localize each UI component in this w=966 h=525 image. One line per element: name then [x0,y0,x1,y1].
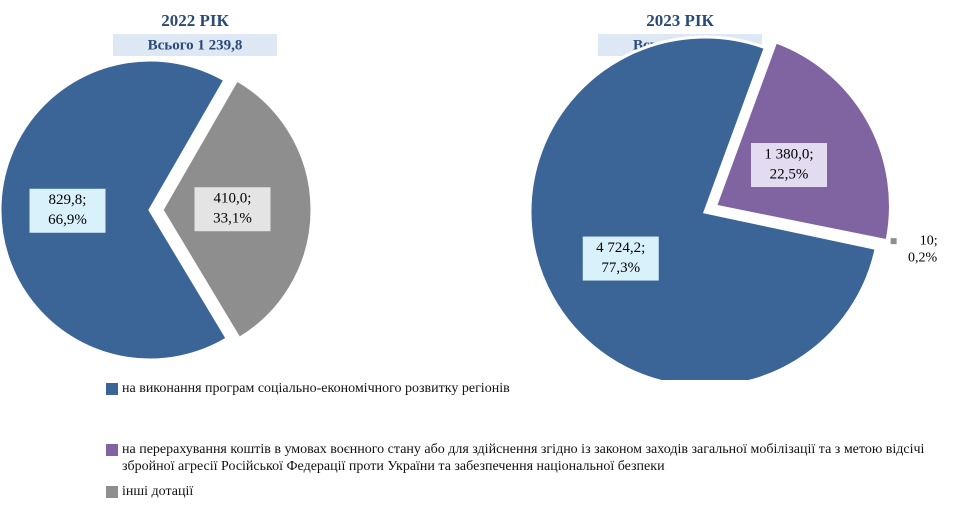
label-marker [890,238,897,245]
legend-label: на виконання програм соціально-економічн… [122,381,510,396]
label-box [582,236,659,281]
pie-slice [716,212,891,253]
legend-swatch [106,486,118,498]
legend-swatch [106,444,118,456]
legend-label: на перерахування коштів в умовах воєнног… [122,442,925,474]
legend: на виконання програм соціально-економічн… [106,380,956,500]
data-label-percent: 22,5% [770,166,809,182]
chart-title: 2022 РІК [161,11,229,30]
legend-item: інші дотації [106,483,956,500]
legend-item: на виконання програм соціально-економічн… [106,380,956,397]
label-box [29,188,106,233]
data-label-percent: 33,1% [213,211,252,227]
data-label: 4 724,2; [596,240,645,256]
chart-subtitle: Всього 1 239,8 [148,37,243,53]
legend-label: інші дотації [122,484,194,499]
data-label: 829,8; [49,192,87,208]
data-label: 410,0; [214,191,252,207]
charts: 2022 РІК Всього 1 239,8 829,8; 66,9% 410,0; 3… [0,11,938,380]
legend-swatch [106,383,118,395]
label-box [194,187,271,232]
data-label-percent: 0,2% [908,250,938,265]
pie-slice [528,35,878,380]
data-label: 10; [920,233,938,248]
pie-slice [713,39,892,243]
data-label-percent: 66,9% [48,212,87,228]
legend-item: на перерахування коштів в умовах воєнног… [106,441,956,475]
subtitle-box [113,34,277,56]
chart-title: 2023 РІК [646,11,714,30]
pie-slice [0,58,230,362]
label-box [751,143,828,188]
data-label: 1 380,0; [764,146,813,162]
data-label-percent: 77,3% [601,260,640,276]
